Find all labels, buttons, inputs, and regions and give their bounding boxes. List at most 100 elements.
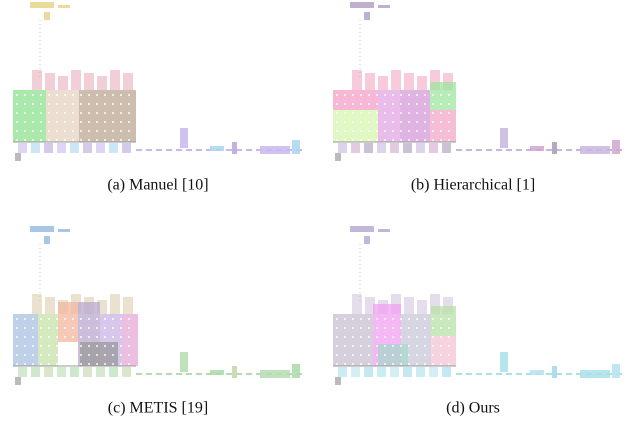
room-dot — [40, 345, 42, 347]
lower-room — [109, 367, 118, 377]
room-dot — [424, 112, 426, 114]
room-dot — [80, 318, 82, 320]
room-dot — [104, 363, 106, 365]
top-mark — [44, 236, 50, 244]
room-dot — [112, 112, 114, 114]
lower-room — [403, 367, 412, 377]
room-dot — [96, 345, 98, 347]
room-dot — [96, 112, 98, 114]
tail-block — [530, 146, 544, 151]
room-dot — [448, 363, 450, 365]
room-dot — [128, 345, 130, 347]
room-dot — [392, 363, 394, 365]
room-dot — [352, 354, 354, 356]
room-dot — [88, 121, 90, 123]
room-dot — [120, 121, 122, 123]
room-dot — [112, 345, 114, 347]
room-dot — [128, 363, 130, 365]
room-dot — [80, 103, 82, 105]
room-dot — [64, 363, 66, 365]
room-dot — [88, 94, 90, 96]
room-dot — [72, 112, 74, 114]
room-dot — [24, 103, 26, 105]
room-dot — [360, 345, 362, 347]
room-dot — [32, 327, 34, 329]
room-dot — [336, 94, 338, 96]
lower-room — [442, 367, 451, 377]
room-dot — [416, 121, 418, 123]
stub — [335, 153, 341, 161]
room-dot — [400, 363, 402, 365]
room-dot — [344, 363, 346, 365]
room-dot — [392, 354, 394, 356]
room-dot — [352, 121, 354, 123]
partition — [400, 90, 430, 142]
room-dot — [440, 103, 442, 105]
room-dot — [384, 318, 386, 320]
room-dot — [424, 103, 426, 105]
room-dot — [104, 354, 106, 356]
stub — [335, 377, 341, 385]
room-dot — [344, 121, 346, 123]
room-dot — [440, 363, 442, 365]
partition — [46, 90, 79, 142]
upper-room — [84, 73, 94, 90]
room-dot — [24, 130, 26, 132]
room-dot — [40, 94, 42, 96]
room-dot — [48, 318, 50, 320]
room-dot — [88, 363, 90, 365]
lower-room — [429, 367, 438, 377]
room-dot — [120, 363, 122, 365]
room-dot — [400, 327, 402, 329]
room-dot — [80, 94, 82, 96]
room-dot — [400, 354, 402, 356]
room-dot — [376, 94, 378, 96]
partition — [333, 90, 378, 110]
tail-block — [260, 370, 290, 378]
room-dot — [80, 121, 82, 123]
room-dot — [392, 130, 394, 132]
room-dot — [360, 103, 362, 105]
room-dot — [80, 327, 82, 329]
upper-room — [404, 73, 414, 90]
room-dot — [112, 354, 114, 356]
room-dot — [400, 318, 402, 320]
room-dot — [16, 103, 18, 105]
partition — [58, 302, 78, 342]
lower-room — [31, 367, 40, 377]
room-dot — [416, 139, 418, 141]
room-dot — [104, 345, 106, 347]
top-mark — [378, 5, 390, 8]
room-dot — [64, 130, 66, 132]
room-dot — [16, 336, 18, 338]
top-mark — [44, 12, 50, 20]
room-dot — [432, 94, 434, 96]
lower-room — [83, 367, 92, 377]
room-dot — [72, 354, 74, 356]
lower-room — [44, 367, 53, 377]
room-dot — [88, 345, 90, 347]
room-dot — [432, 336, 434, 338]
lower-room — [96, 367, 105, 377]
partition — [122, 314, 138, 366]
room-dot — [384, 112, 386, 114]
top-mark — [350, 2, 374, 8]
room-dot — [32, 345, 34, 347]
room-dot — [72, 94, 74, 96]
room-dot — [16, 345, 18, 347]
room-dot — [128, 318, 130, 320]
room-dot — [80, 336, 82, 338]
room-dot — [120, 318, 122, 320]
room-dot — [384, 130, 386, 132]
floorplan-panel — [13, 2, 302, 161]
partition — [79, 90, 136, 142]
upper-room — [378, 76, 388, 90]
room-dot — [376, 345, 378, 347]
room-dot — [104, 112, 106, 114]
lower-room — [442, 143, 451, 153]
room-dot — [120, 336, 122, 338]
upper-room — [110, 70, 120, 90]
room-dot — [72, 363, 74, 365]
room-dot — [56, 336, 58, 338]
room-dot — [424, 363, 426, 365]
